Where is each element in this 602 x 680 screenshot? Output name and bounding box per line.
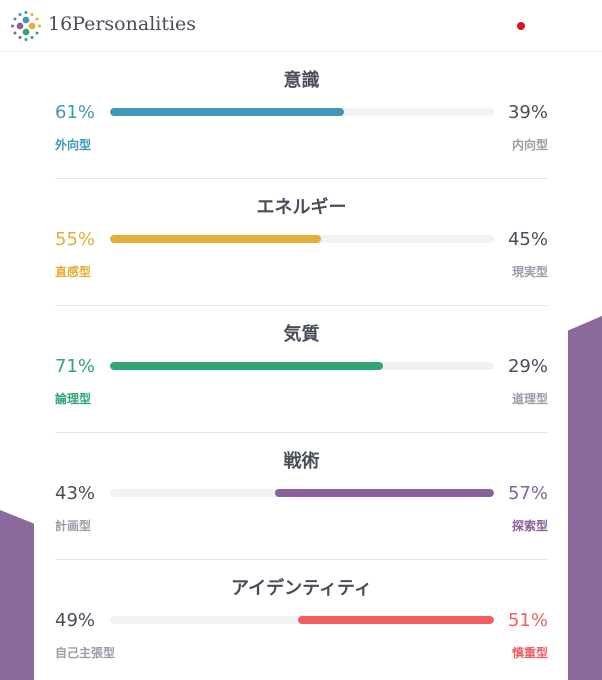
trait-title: 戦術 (283, 451, 320, 472)
left-trait-label: 論理型 (55, 392, 92, 406)
left-trait-label: 計画型 (55, 519, 92, 533)
right-percentage: 39% (507, 102, 548, 123)
right-percentage: 57% (507, 483, 548, 504)
trait-row: 戦術 43% 57% 計画型 探索型 (55, 433, 548, 560)
right-trait-label: 探索型 (511, 519, 548, 533)
right-percentage: 51% (507, 610, 548, 631)
trait-title: アイデンティティ (231, 578, 372, 599)
trait-bar-fill (110, 362, 383, 370)
left-percentage: 49% (55, 610, 96, 631)
trait-bar (110, 616, 494, 624)
decorative-shape-right (568, 316, 602, 680)
trait-row: エネルギー 55% 45% 直感型 現実型 (55, 179, 548, 306)
right-percentage: 45% (507, 229, 548, 250)
trait-bar (110, 108, 494, 116)
right-percentage: 29% (507, 356, 548, 377)
left-percentage: 61% (55, 102, 96, 123)
trait-bar-fill (275, 489, 494, 497)
left-trait-label: 外向型 (55, 138, 92, 152)
japan-flag-icon[interactable] (517, 22, 525, 30)
trait-row: 意識 61% 39% 外向型 内向型 (55, 52, 548, 179)
trait-bar-fill (298, 616, 494, 624)
trait-row: アイデンティティ 49% 51% 自己主張型 慎重型 (55, 560, 548, 680)
right-trait-label: 道理型 (511, 392, 548, 406)
hamburger-menu-icon[interactable] (570, 17, 588, 33)
site-header: 16Personalities (0, 0, 602, 52)
decorative-shape-left (0, 510, 34, 680)
logo-icon[interactable] (10, 10, 42, 42)
right-trait-label: 現実型 (511, 265, 548, 279)
brand-name[interactable]: 16Personalities (48, 13, 197, 35)
left-percentage: 43% (55, 483, 96, 504)
trait-row: 気質 71% 29% 論理型 道理型 (55, 306, 548, 433)
trait-title: エネルギー (256, 197, 347, 218)
trait-title: 気質 (283, 324, 320, 345)
left-percentage: 71% (55, 356, 96, 377)
trait-bar (110, 362, 494, 370)
trait-list: 意識 61% 39% 外向型 内向型 エネルギー 55% 45% 直感型 現実型… (55, 52, 548, 680)
left-percentage: 55% (55, 229, 96, 250)
left-trait-label: 自己主張型 (55, 646, 116, 660)
trait-bar (110, 235, 494, 243)
trait-title: 意識 (283, 70, 320, 91)
right-trait-label: 慎重型 (511, 646, 548, 660)
trait-bar-fill (110, 235, 322, 243)
trait-bar (110, 489, 494, 497)
trait-bar-fill (110, 108, 345, 116)
right-trait-label: 内向型 (511, 138, 548, 152)
left-trait-label: 直感型 (55, 265, 92, 279)
